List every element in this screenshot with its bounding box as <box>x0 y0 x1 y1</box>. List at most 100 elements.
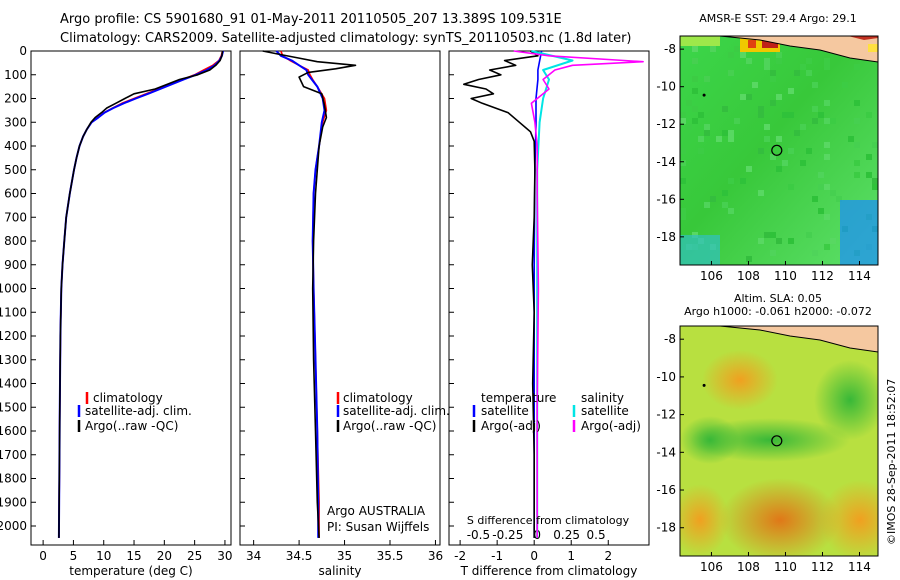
sst-pixel <box>812 82 818 88</box>
depth-tick-label: 200 <box>4 92 27 106</box>
sst-pixel <box>692 58 698 64</box>
sst-pixel <box>734 46 740 52</box>
sst-pixel <box>824 118 830 124</box>
java-coastline <box>719 326 878 353</box>
sst-pixel <box>764 232 770 238</box>
map-lat-tick-label: -18 <box>656 521 676 535</box>
sst-pixel <box>812 196 818 202</box>
sst-pixel <box>710 46 716 52</box>
depth-tick-label: 1600 <box>0 424 27 438</box>
salinity-climatology-line <box>280 50 328 538</box>
depth-tick-label: 1100 <box>0 305 27 319</box>
sst-pixel <box>782 112 788 118</box>
christmas-island-marker <box>702 93 706 97</box>
salinity-tick-label: 34.5 <box>286 549 313 563</box>
sst-pixel <box>758 112 764 118</box>
map-lon-tick-label: 114 <box>848 560 871 574</box>
salinity-difference-tick-label: -0.25 <box>492 528 523 542</box>
sst-pixel <box>788 238 794 244</box>
salinity-legend: climatology satellite-adj. clim. Argo(..… <box>327 391 450 534</box>
sst-pixel <box>830 190 836 196</box>
salinity-tick-label: 36 <box>428 549 443 563</box>
map-lat-tick-label: -8 <box>664 332 676 346</box>
sst-pixel <box>692 106 698 112</box>
sst-pixel <box>758 190 764 196</box>
sst-pixel <box>722 190 728 196</box>
sst-pixel <box>752 82 758 88</box>
sst-pixel <box>698 136 704 142</box>
sst-cool-patch <box>680 235 720 265</box>
sst-warm-patch <box>680 36 720 46</box>
map-lat-tick-label: -16 <box>656 192 676 206</box>
sst-pixel <box>818 184 824 190</box>
temperature-legend: climatology satellite-adj. clim. Argo(..… <box>77 391 192 433</box>
sst-pixel <box>692 88 698 94</box>
sst-patches <box>680 46 878 262</box>
salinity-argo-line <box>262 50 357 538</box>
map-lon-tick-label: 106 <box>700 560 723 574</box>
sst-pixel <box>686 100 692 106</box>
depth-tick-label: 1700 <box>0 448 27 462</box>
temperature-tick-label: 30 <box>217 549 232 563</box>
depth-tick-label: 2000 <box>0 519 27 533</box>
sst-pixel <box>722 202 728 208</box>
depth-tick-label: 500 <box>4 163 27 177</box>
temperature-xlabel: temperature (deg C) <box>69 564 192 578</box>
sla-high-anomaly <box>820 480 878 556</box>
sst-pixel <box>818 172 824 178</box>
depth-tick-label: 1400 <box>0 377 27 391</box>
sst-pixel <box>680 112 686 118</box>
map-lat-tick-label: -14 <box>656 155 676 169</box>
sst-pixel <box>854 118 860 124</box>
land-patch <box>848 36 878 40</box>
sst-pixel <box>806 58 812 64</box>
argo-float-marker <box>771 144 783 156</box>
sst-pixel <box>746 166 752 172</box>
sst-pixel <box>716 136 722 142</box>
sst-pixel <box>824 244 830 250</box>
sst-pixel <box>698 148 704 154</box>
legend-label-satellite: satellite-adj. clim. <box>85 404 192 418</box>
sst-pixel <box>740 52 746 58</box>
temperature-climatology-line <box>58 50 224 538</box>
difference-xlabel: T difference from climatology <box>460 564 638 578</box>
sst-pixel <box>746 256 752 262</box>
temperature-difference-tick-label: 2 <box>604 549 612 563</box>
sst-pixel <box>770 154 776 160</box>
salinity-xlabel: salinity <box>318 564 361 578</box>
sst-pixel <box>770 70 776 76</box>
land-patch <box>868 44 878 52</box>
sst-pixel <box>740 178 746 184</box>
sst-pixel <box>818 208 824 214</box>
sst-pixel <box>800 124 806 130</box>
sst-pixel <box>824 64 830 70</box>
sst-pixel <box>728 136 734 142</box>
salinity-tick-label: 35 <box>337 549 352 563</box>
depth-tick-label: 300 <box>4 115 27 129</box>
sst-pixel <box>770 250 776 256</box>
sst-pixel <box>806 70 812 76</box>
salinity-difference-tick-label: -0.5 <box>467 528 490 542</box>
sst-pixel <box>692 46 698 52</box>
map-lon-tick-label: 108 <box>737 269 760 283</box>
sst-pixel <box>680 214 686 220</box>
sst-pixel <box>764 58 770 64</box>
sst-pixel <box>740 94 746 100</box>
sst-pixel <box>728 130 734 136</box>
map-lon-tick-label: 112 <box>811 560 834 574</box>
sst-pixel <box>866 172 872 178</box>
sst-pixel <box>770 232 776 238</box>
map-lon-tick-label: 110 <box>774 560 797 574</box>
sst-pixel <box>680 178 686 184</box>
map-lon-tick-label: 106 <box>700 269 723 283</box>
salinity-panel-frame <box>239 50 441 546</box>
depth-tick-label: 0 <box>19 44 27 58</box>
sst-pixel <box>824 214 830 220</box>
sst-pixel <box>776 52 782 58</box>
sst-pixel <box>824 154 830 160</box>
depth-tick-label: 600 <box>4 187 27 201</box>
legend-label-t-satellite: satellite <box>481 404 529 418</box>
imos-credit: ©IMOS 28-Sep-2011 18:52:07 <box>885 379 898 545</box>
header-title-line1: Argo profile: CS 5901680_91 01-May-2011 … <box>60 12 562 27</box>
